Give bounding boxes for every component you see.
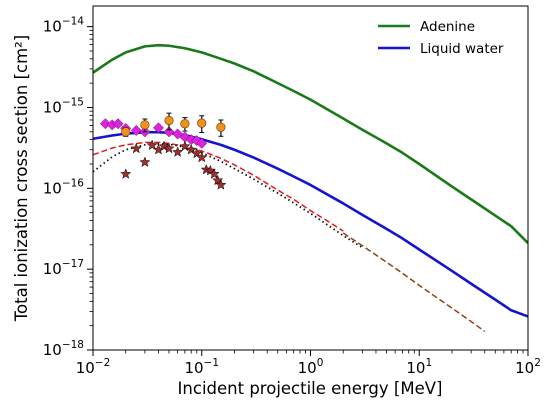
y-tick-label: 10−15: [43, 96, 84, 116]
x-tick-label: 100: [298, 357, 324, 377]
series-line-dotted-3: [93, 142, 363, 249]
diamond-point: [163, 126, 175, 138]
diamond-point: [99, 118, 111, 130]
diamond-point: [153, 122, 164, 134]
circle-point: [121, 127, 131, 137]
circle-point: [216, 122, 226, 132]
y-tick-label: 10−14: [43, 16, 85, 36]
x-tick-label: 10−1: [184, 357, 219, 377]
star-point: [179, 140, 191, 152]
chart-marks: [93, 43, 528, 332]
x-tick-label: 10−2: [76, 357, 111, 377]
diamond-point: [196, 137, 208, 149]
diamond-point: [112, 118, 124, 130]
series-line-dashed-2: [93, 141, 344, 232]
diamond-point: [130, 125, 142, 136]
star-point: [212, 174, 224, 186]
y-tick-label: 10−17: [43, 258, 84, 278]
x-tick-label: 102: [515, 357, 541, 377]
star-point: [191, 147, 203, 159]
circle-point: [197, 118, 207, 128]
x-axis-label: Incident projectile energy [MeV]: [178, 379, 443, 398]
star-point: [172, 146, 184, 157]
circle-point: [140, 120, 150, 130]
legend-label-adenine: Adenine: [420, 19, 475, 35]
star-point: [158, 140, 170, 152]
star-point: [139, 156, 151, 168]
y-tick-label: 10−16: [43, 177, 85, 197]
circle-point: [164, 115, 174, 126]
plot-frame: [92, 5, 529, 351]
legend-label-liquid-water: Liquid water: [420, 41, 504, 57]
star-point: [130, 142, 142, 154]
star-point: [208, 168, 220, 179]
axis-ticks: 10−2 10−1 100 101 102 10−18 10−17 10−16 10−15 10−…: [43, 16, 541, 377]
legend: Adenine Liquid water: [378, 19, 504, 57]
star-point: [185, 143, 197, 155]
star-point: [163, 142, 175, 154]
series-line-dashed-4: [342, 232, 486, 332]
series-line-adenine: [93, 43, 528, 245]
star-point: [146, 139, 158, 151]
y-tick-label: 10−18: [43, 339, 84, 359]
star-point: [215, 179, 227, 190]
circle-point: [180, 119, 190, 129]
star-point: [196, 151, 208, 163]
y-axis-label: Total ionization cross section [cm²]: [12, 35, 31, 322]
star-point: [120, 168, 132, 179]
x-tick-label: 101: [406, 357, 432, 377]
series-line-liquid-water: [93, 130, 528, 318]
